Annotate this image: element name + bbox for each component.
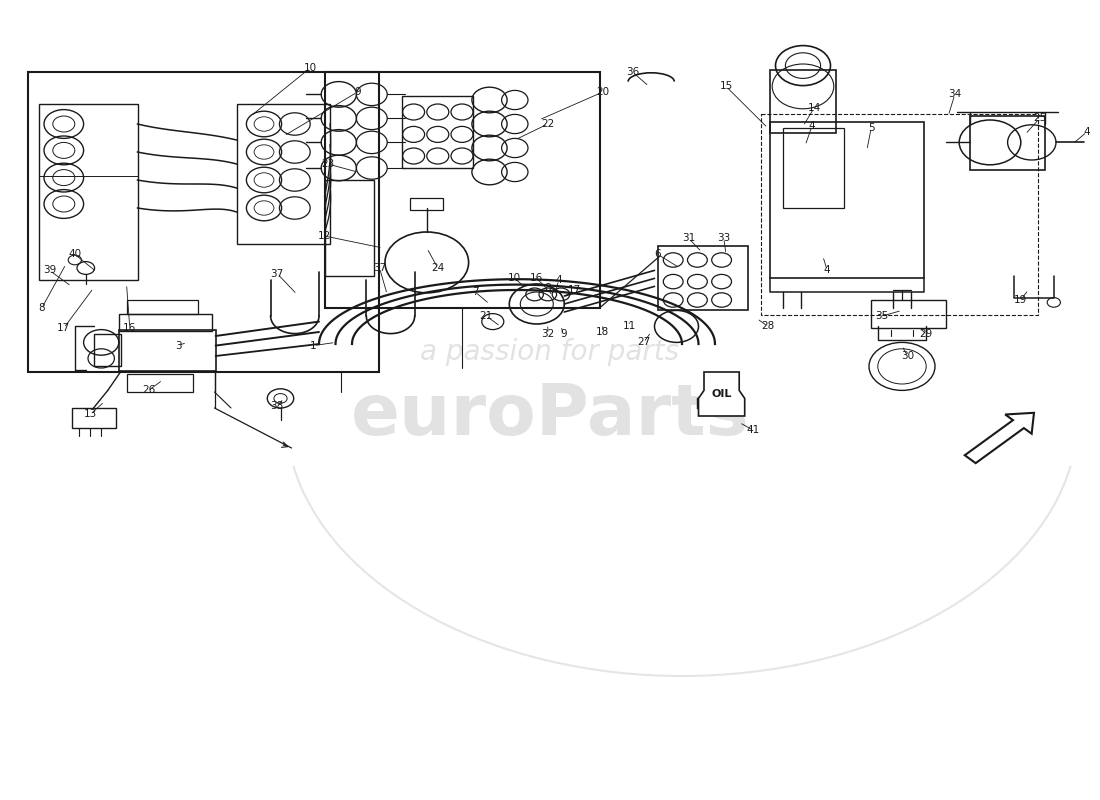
Bar [761,114,1038,315]
Text: 13: 13 [84,410,97,419]
Bar [970,116,1045,170]
Bar [126,300,198,314]
Bar [324,72,600,308]
Text: 10: 10 [304,63,317,73]
Bar [119,314,212,331]
Text: 36: 36 [626,67,639,77]
Bar [324,180,374,276]
Bar [871,300,946,328]
Polygon shape [698,372,745,416]
Text: 40: 40 [68,250,81,259]
Text: 34: 34 [948,90,961,99]
Text: 6: 6 [654,250,661,259]
Bar [410,198,443,210]
Bar [770,70,836,133]
Text: 24: 24 [431,263,444,273]
Text: 31: 31 [682,234,695,243]
Text: 18: 18 [596,327,609,337]
Bar [402,96,473,168]
Text: euroParts: euroParts [351,382,749,450]
Text: 9: 9 [354,87,361,97]
Text: 39: 39 [43,266,56,275]
Text: 27: 27 [637,338,650,347]
Text: 41: 41 [747,426,760,435]
Text: 16: 16 [530,274,543,283]
Text: 32: 32 [541,330,554,339]
Bar [783,128,844,208]
Text: 30: 30 [901,351,914,361]
Bar [94,334,121,366]
Text: 4: 4 [1084,127,1090,137]
Bar [28,72,379,372]
Bar [126,374,192,392]
Text: 37: 37 [373,263,386,273]
Text: 22: 22 [541,119,554,129]
Text: 25: 25 [1033,114,1046,123]
Text: 3: 3 [175,341,182,350]
Text: 23: 23 [321,159,334,169]
Text: 5: 5 [868,123,875,133]
Bar [770,122,924,278]
Text: a passion for parts: a passion for parts [420,338,680,366]
Text: 4: 4 [824,266,830,275]
Text: 4: 4 [808,122,815,131]
Text: 21: 21 [480,311,493,321]
Text: 14: 14 [807,103,821,113]
Text: 33: 33 [717,234,730,243]
Text: 10: 10 [508,274,521,283]
Text: 19: 19 [1014,295,1027,305]
Text: 1: 1 [310,341,317,350]
Text: 8: 8 [39,303,45,313]
Text: OIL: OIL [712,389,732,398]
Polygon shape [965,413,1034,463]
Text: 17: 17 [568,285,581,294]
Bar [236,104,330,244]
Text: 20: 20 [596,87,609,97]
Text: 11: 11 [623,322,636,331]
Text: 29: 29 [920,330,933,339]
Text: 28: 28 [761,322,774,331]
Text: 8: 8 [544,283,551,293]
Bar [119,330,216,371]
Text: 38: 38 [271,402,284,411]
Bar [72,408,116,428]
Text: 12: 12 [318,231,331,241]
Text: 17: 17 [57,323,70,333]
Text: 15: 15 [719,82,733,91]
Text: 9: 9 [560,330,566,339]
Text: 26: 26 [142,386,155,395]
Bar [658,246,748,310]
Text: 4: 4 [556,275,562,285]
Text: 16: 16 [123,323,136,333]
Bar [39,104,138,280]
Text: 37: 37 [271,269,284,278]
Text: 7: 7 [472,287,478,297]
Text: 35: 35 [876,311,889,321]
